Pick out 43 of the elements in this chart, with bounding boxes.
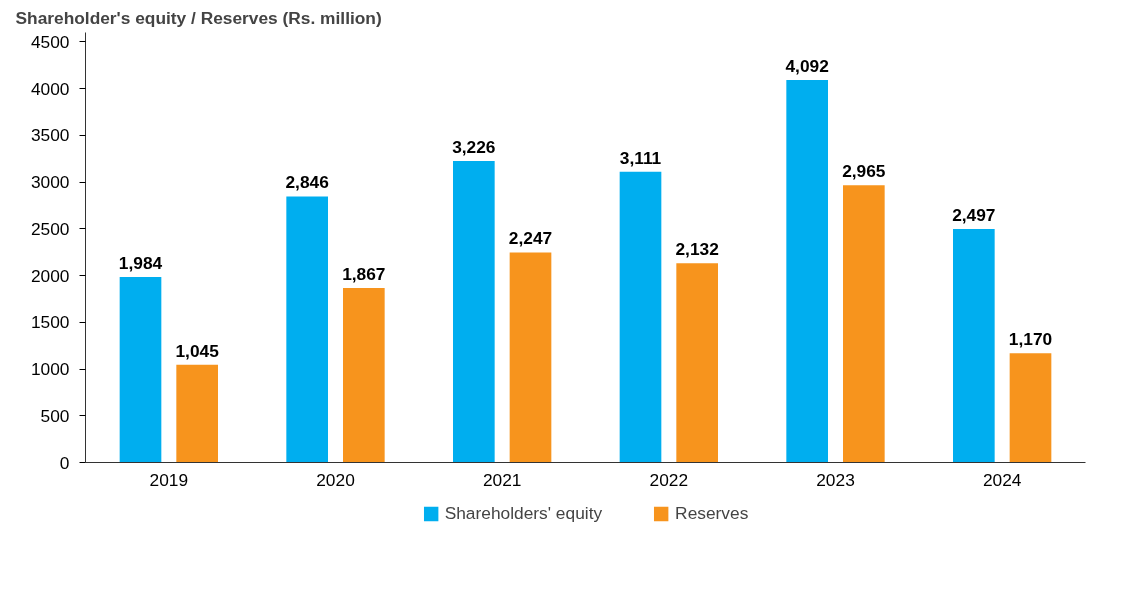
data-label: 1,170: [1008, 329, 1053, 350]
chart-title: Shareholder's equity / Reserves (Rs. million): [15, 7, 382, 28]
x-tick-label: 2019: [149, 469, 189, 490]
y-tick-label: 0: [59, 452, 70, 473]
y-tick-label: 1000: [30, 359, 70, 380]
y-tick-label: 4500: [30, 31, 70, 52]
x-tick-label: 2021: [482, 469, 522, 490]
bar: [509, 252, 552, 463]
x-tick-label: 2022: [649, 469, 689, 490]
data-label: 2,497: [952, 205, 996, 226]
data-label: 3,111: [619, 147, 662, 168]
bar: [1009, 353, 1052, 463]
legend-label: Reserves: [675, 502, 749, 524]
bar: [843, 185, 885, 463]
bar: [953, 229, 995, 463]
bar: [619, 171, 662, 463]
data-label: 3,226: [452, 136, 496, 157]
data-label: 2,965: [842, 161, 886, 182]
bar: [176, 364, 218, 463]
data-label: 1,867: [342, 263, 386, 284]
bar: [119, 277, 162, 463]
bar: [343, 287, 385, 463]
bar: [453, 160, 495, 463]
bar: [286, 196, 328, 463]
data-label: 2,132: [675, 239, 719, 260]
legend-label: Shareholders' equity: [444, 502, 603, 524]
y-tick-label: 1500: [30, 312, 70, 333]
data-label: 4,092: [785, 55, 829, 76]
y-tick-label: 4000: [30, 78, 70, 99]
y-tick-label: 3500: [30, 125, 70, 146]
y-tick-label: 500: [40, 405, 70, 426]
data-label: 2,846: [285, 172, 330, 193]
x-tick-label: 2023: [816, 469, 855, 490]
bar: [676, 263, 718, 463]
data-label: 1,045: [175, 340, 220, 361]
data-label: 1,984: [118, 253, 163, 274]
y-tick-label: 2500: [30, 218, 70, 239]
y-tick-label: 2000: [30, 265, 70, 286]
y-tick-label: 3000: [30, 172, 70, 193]
x-tick-label: 2024: [982, 469, 1022, 490]
data-label: 2,247: [508, 228, 553, 249]
bar: [786, 79, 828, 463]
x-tick-label: 2020: [316, 469, 355, 490]
